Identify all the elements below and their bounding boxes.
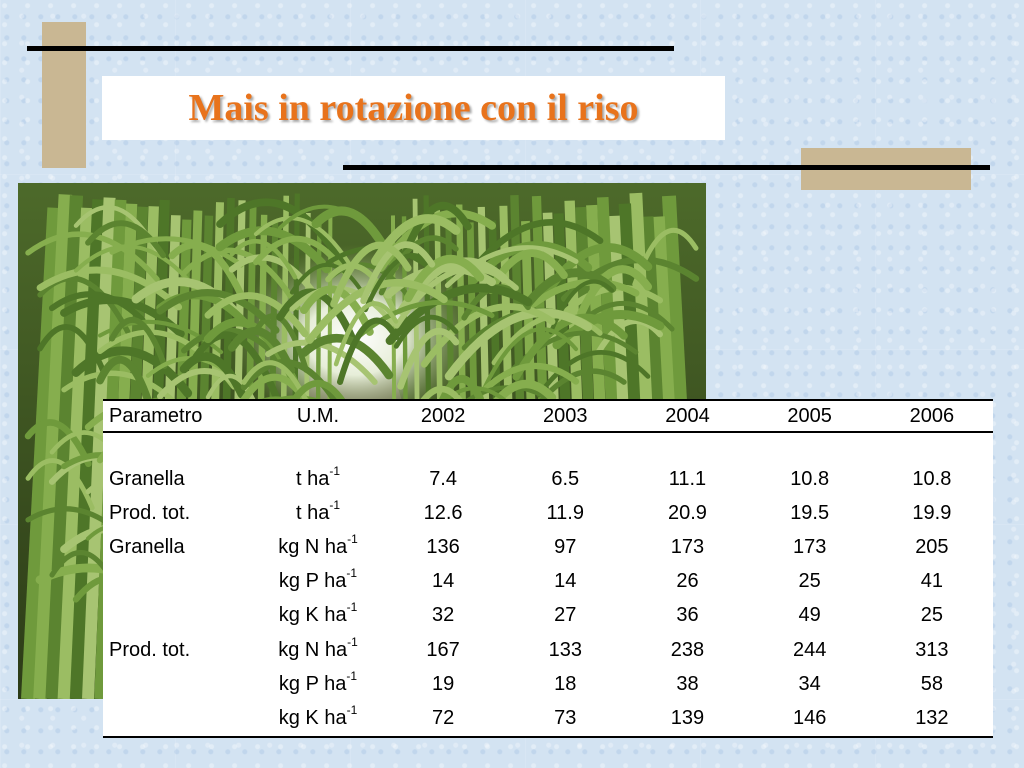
header-cell: 2002 (382, 399, 505, 433)
value-cell: 167 (426, 638, 460, 661)
header-cell: Parametro (103, 399, 254, 433)
param-cell (103, 599, 254, 633)
data-table: Parametro U.M. 2002 2003 2004 2005 2006 … (103, 399, 993, 738)
table-header-row: Parametro U.M. 2002 2003 2004 2005 2006 (103, 399, 993, 433)
unit-cell: t ha-1 (295, 463, 341, 490)
value-cell: 313 (915, 638, 949, 661)
value-cell: 244 (792, 638, 827, 661)
value-cell: 25 (798, 570, 821, 593)
value-cell: 133 (548, 638, 582, 661)
param-cell: Prod. tot. (109, 638, 191, 661)
value-cell: 19.9 (912, 501, 952, 524)
value-cell: 139 (626, 701, 749, 738)
value-cell: 12.6 (423, 501, 463, 524)
value-cell: 18 (554, 672, 577, 695)
param-cell (103, 701, 254, 738)
param-cell: Prod. tot. (109, 501, 191, 524)
title-box: Mais in rotazione con il riso (102, 76, 725, 140)
table-row: kg P ha-1 14 14 26 25 41 (103, 565, 993, 599)
value-cell: 6.5 (551, 467, 580, 490)
value-cell: 19.5 (790, 501, 830, 524)
unit-cell: kg K ha-1 (254, 701, 382, 738)
value-cell: 7.4 (429, 467, 457, 490)
unit-cell: kg P ha-1 (278, 566, 358, 593)
table-row: Prod. tot. kg N ha-1 167 133 238 244 313 (103, 633, 993, 667)
header-cell: 2005 (748, 399, 871, 433)
unit-cell: kg N ha-1 (278, 531, 358, 558)
value-cell: 173 (792, 535, 827, 558)
value-cell: 14 (554, 570, 577, 593)
decorative-line-top (27, 46, 674, 51)
unit-cell: kg N ha-1 (278, 634, 358, 661)
value-cell: 10.8 (790, 467, 830, 490)
table-row: Granella t ha-1 7.4 6.5 11.1 10.8 10.8 (103, 462, 993, 496)
value-cell: 26 (676, 570, 699, 593)
table-row: Granella kg N ha-1 136 97 173 173 205 (103, 530, 993, 564)
header-cell: 2004 (626, 399, 749, 433)
value-cell: 238 (670, 638, 705, 661)
value-cell: 173 (670, 535, 705, 558)
value-cell: 41 (920, 570, 943, 593)
value-cell: 36 (676, 604, 699, 627)
value-cell: 205 (915, 535, 949, 558)
value-cell: 136 (426, 535, 460, 558)
value-cell: 58 (920, 672, 943, 695)
unit-cell: t ha-1 (295, 497, 341, 524)
decorative-tan-bar-vertical (42, 22, 86, 168)
slide-title: Mais in rotazione con il riso (188, 87, 639, 129)
value-cell: 97 (554, 535, 577, 558)
table-row: Prod. tot. t ha-1 12.6 11.9 20.9 19.5 19.9 (103, 496, 993, 530)
decorative-line-bottom (343, 165, 990, 170)
value-cell: 32 (431, 604, 455, 627)
table-row: kg K ha-1 72 73 139 146 132 (103, 701, 993, 738)
value-cell: 132 (870, 701, 993, 738)
table-row: kg P ha-1 19 18 38 34 58 (103, 667, 993, 701)
value-cell: 73 (504, 701, 627, 738)
value-cell: 11.9 (546, 501, 584, 524)
value-cell: 27 (554, 604, 577, 627)
value-cell: 10.8 (912, 467, 952, 490)
unit-cell: kg P ha-1 (278, 668, 358, 695)
value-cell: 25 (920, 604, 943, 627)
header-cell: 2006 (870, 399, 993, 433)
value-cell: 72 (382, 701, 505, 738)
value-cell: 11.1 (668, 467, 707, 490)
unit-cell: kg K ha-1 (278, 600, 358, 627)
param-cell (103, 667, 254, 701)
param-cell (103, 565, 254, 599)
value-cell: 14 (431, 570, 455, 593)
value-cell: 146 (748, 701, 871, 738)
value-cell: 34 (798, 672, 821, 695)
header-cell: 2003 (504, 399, 627, 433)
param-cell: Granella (109, 467, 185, 490)
header-cell: U.M. (254, 399, 382, 433)
value-cell: 49 (798, 604, 821, 627)
table-row: kg K ha-1 32 27 36 49 25 (103, 599, 993, 633)
value-cell: 38 (676, 672, 699, 695)
value-cell: 19 (431, 672, 455, 695)
table-spacer-row (103, 432, 993, 462)
value-cell: 20.9 (668, 501, 707, 524)
param-cell: Granella (109, 535, 185, 558)
